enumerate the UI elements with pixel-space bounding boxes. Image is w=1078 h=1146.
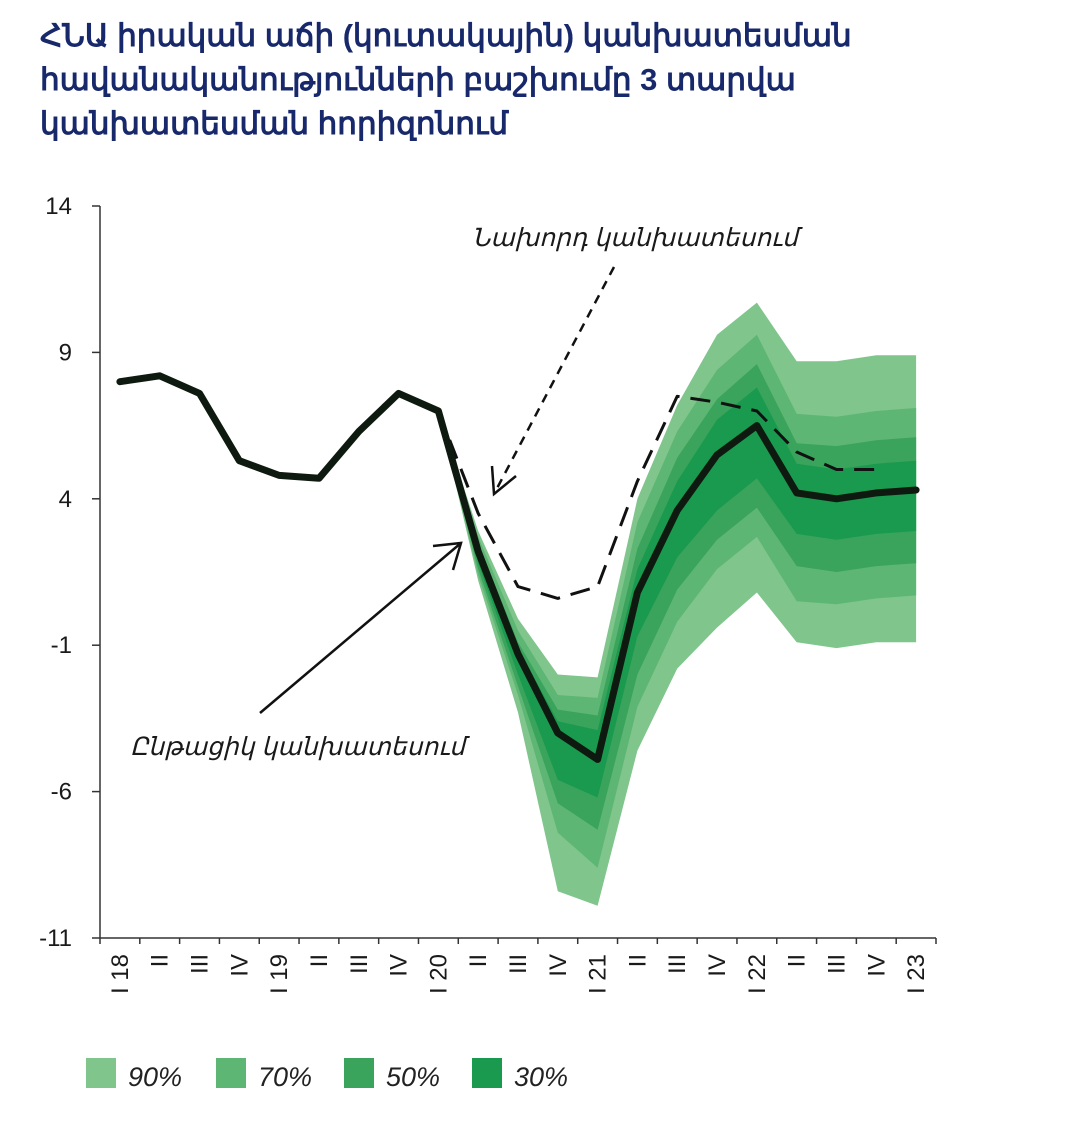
x-tick-label: II: [306, 954, 333, 967]
y-tick-label: 9: [59, 339, 72, 366]
legend-label-50: 50%: [386, 1062, 441, 1092]
previous-forecast-line: [437, 394, 877, 600]
y-tick-label: -11: [39, 925, 72, 952]
x-tick-label: I 18: [107, 954, 134, 994]
x-tick-label: I 20: [425, 954, 452, 994]
y-tick-label: 4: [59, 486, 72, 513]
current-forecast-arrowhead: [432, 541, 463, 571]
x-tick-label: II: [784, 954, 811, 967]
y-tick-label: 14: [45, 193, 72, 220]
title-line-1: ՀՆԱ իրական աճի (կուտակային) կանխատեսման: [40, 18, 852, 53]
previous-forecast-arrowhead: [490, 465, 517, 497]
y-tick-label: -1: [51, 632, 72, 659]
x-tick-label: III: [664, 954, 691, 974]
previous-forecast-pointer: [492, 266, 616, 495]
x-tick-label: IV: [863, 954, 890, 977]
legend-swatch-50: [344, 1058, 374, 1088]
x-tick-label: IV: [545, 954, 572, 977]
y-tick-label: -6: [51, 779, 72, 806]
x-tick-label: IV: [386, 954, 413, 977]
legend-label-90: 90%: [128, 1062, 183, 1092]
current-forecast-pointer: [259, 542, 462, 714]
x-tick-label: II: [624, 954, 651, 967]
legend-label-30: 30%: [514, 1062, 569, 1092]
previous-forecast-label: Նախորդ կանխատեսում: [472, 224, 803, 252]
x-tick-label: I 19: [266, 954, 293, 994]
current-forecast-label: Ընթացիկ կանխատեսում: [130, 733, 470, 761]
x-tick-label: III: [505, 954, 532, 974]
x-tick-label: II: [465, 954, 492, 967]
forecast-lines: [116, 372, 920, 763]
legend-label-70: 70%: [258, 1062, 313, 1092]
x-tick-label: IV: [226, 954, 253, 977]
legend-swatch-30: [472, 1058, 502, 1088]
x-tick-label: III: [187, 954, 214, 974]
title-line-3: կանխատեսման հորիզոնում: [40, 106, 508, 141]
x-tick-label: I 23: [903, 954, 930, 994]
x-tick-label: II: [147, 954, 174, 967]
x-tick-label: III: [824, 954, 851, 974]
x-tick-label: IV: [704, 954, 731, 977]
chart-title: ՀՆԱ իրական աճի (կուտակային) կանխատեսման …: [40, 14, 1040, 146]
x-tick-label: III: [346, 954, 373, 974]
annotations: Նախորդ կանխատեսում Ընթացիկ կանխատեսում: [130, 224, 803, 761]
legend-swatch-90: [86, 1058, 116, 1088]
x-tick-label: I 21: [585, 954, 612, 994]
fan-bands: [438, 302, 917, 906]
baseline-forecast-line: [116, 372, 920, 763]
x-tick-label: I 22: [744, 954, 771, 994]
title-line-2: հավանականությունների բաշխումը 3 տարվա: [40, 62, 796, 97]
legend-swatch-70: [216, 1058, 246, 1088]
